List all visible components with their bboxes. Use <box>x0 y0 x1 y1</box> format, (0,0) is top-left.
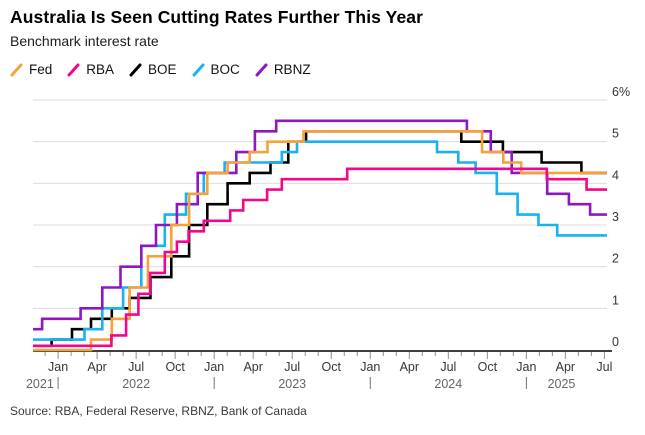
x-tick-label: Jan <box>204 360 224 374</box>
year-label: 2024 <box>434 377 462 391</box>
x-tick-label: Oct <box>322 360 342 374</box>
legend-item-rbnz: RBNZ <box>255 62 311 77</box>
y-axis-label: 1 <box>612 293 619 307</box>
x-tick-label: Oct <box>478 360 498 374</box>
series-line-boc <box>33 140 607 341</box>
y-axis-label: 3 <box>612 210 619 224</box>
series-line-rba <box>33 167 607 348</box>
y-axis-label: 4 <box>612 168 619 182</box>
legend-slash-icon <box>255 63 268 76</box>
series-line-boe <box>33 130 607 348</box>
y-axis-label: 6% <box>612 85 630 99</box>
legend-item-label: Fed <box>29 62 53 77</box>
x-tick-label: Oct <box>165 360 185 374</box>
year-label: 2023 <box>278 377 306 391</box>
x-tick-label: Apr <box>87 360 106 374</box>
legend-item-rba: RBA <box>67 62 114 77</box>
x-tick-label: Apr <box>556 360 575 374</box>
year-label: 2021 <box>26 377 54 391</box>
legend-item-label: BOE <box>148 62 177 77</box>
year-label: 2025 <box>548 377 576 391</box>
legend-item-label: RBNZ <box>273 62 311 77</box>
legend-item-fed: Fed <box>10 62 52 77</box>
x-tick-label: Jul <box>440 360 456 374</box>
x-tick-label: Jan <box>360 360 380 374</box>
legend-item-label: BOC <box>210 62 240 77</box>
legend-item-label: RBA <box>86 62 115 77</box>
x-tick-label: Jan <box>516 360 536 374</box>
chart-subtitle: Benchmark interest rate <box>10 33 159 49</box>
legend-slash-icon <box>129 63 142 76</box>
y-axis-label: 0 <box>612 335 619 349</box>
x-tick-label: Jul <box>128 360 144 374</box>
y-axis-label: 2 <box>612 252 619 266</box>
legend-item-boe: BOE <box>129 62 177 77</box>
y-axis-label: 5 <box>612 127 619 141</box>
legend-slash-icon <box>10 63 23 76</box>
year-label: 2022 <box>122 377 150 391</box>
series-line-fed <box>33 130 607 352</box>
legend-item-boc: BOC <box>192 62 240 77</box>
chart-title: Australia Is Seen Cutting Rates Further … <box>10 7 424 27</box>
x-tick-label: Jul <box>596 360 612 374</box>
source-note: Source: RBA, Federal Reserve, RBNZ, Bank… <box>10 404 307 418</box>
x-tick-label: Apr <box>243 360 262 374</box>
legend: Fed RBA BOE BOC RBNZ <box>10 62 311 77</box>
x-tick-label: Apr <box>400 360 419 374</box>
x-tick-label: Jul <box>284 360 300 374</box>
legend-slash-icon <box>192 63 205 76</box>
legend-slash-icon <box>67 63 80 76</box>
x-tick-label: Jan <box>48 360 68 374</box>
